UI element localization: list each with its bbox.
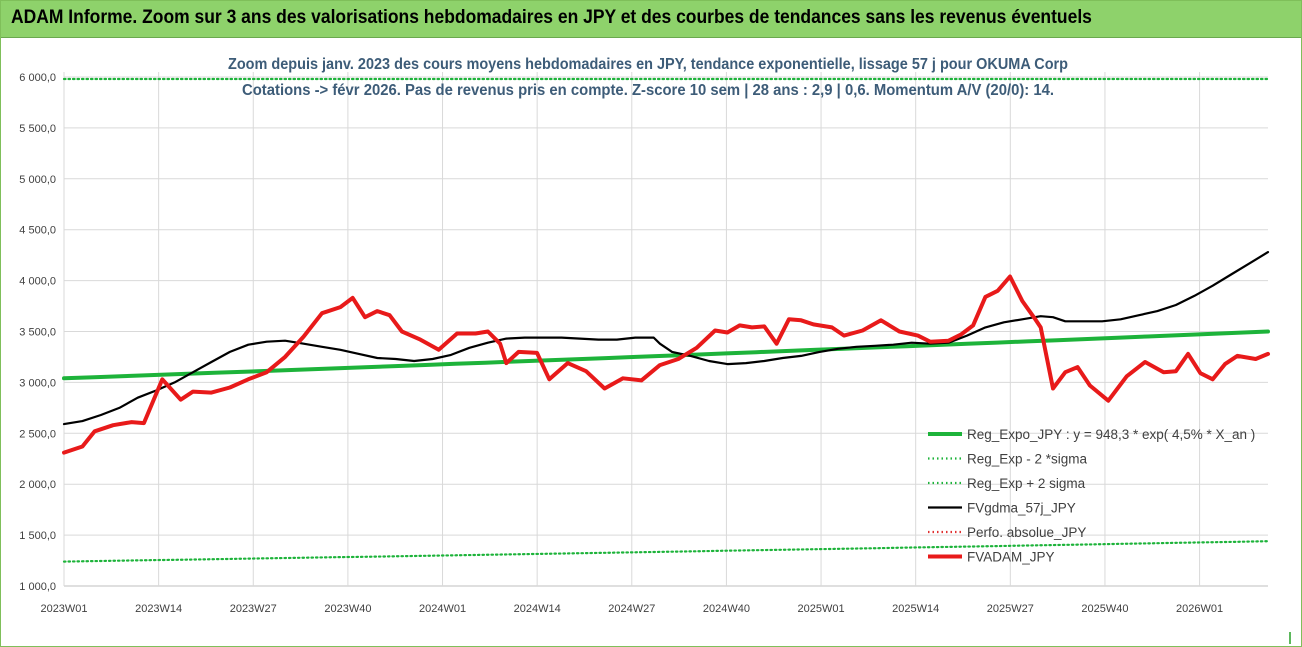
legend-label: FVADAM_JPY — [967, 550, 1055, 565]
x-tick-label: 2023W40 — [324, 603, 371, 615]
y-tick-label: 3 500,0 — [19, 327, 56, 339]
y-tick-label: 2 500,0 — [19, 428, 56, 440]
x-tick-label: 2024W01 — [419, 603, 466, 615]
y-tick-label: 1 500,0 — [19, 530, 56, 542]
y-tick-label: 5 500,0 — [19, 123, 56, 135]
legend-label: Perfo. absolue_JPY — [967, 525, 1086, 540]
y-tick-label: 6 000,0 — [19, 72, 56, 84]
legend-label: Reg_Exp + 2 sigma — [967, 476, 1086, 491]
series-line-3 — [62, 251, 1270, 426]
x-tick-label: 2025W01 — [797, 603, 844, 615]
x-tick-label: 2025W27 — [987, 603, 1034, 615]
x-axis: 2023W01 2023W14 2023W27 2023W40 2024W01 2024W… — [40, 603, 1223, 615]
x-tick-label: 2026W01 — [1176, 603, 1223, 615]
y-tick-label: 4 000,0 — [19, 276, 56, 288]
x-tick-label: 2023W01 — [40, 603, 87, 615]
x-tick-label: 2025W14 — [892, 603, 939, 615]
legend-label: Reg_Expo_JPY : y = 948,3 * exp( 4,5% * X… — [967, 427, 1255, 442]
y-axis: 1 000,0 1 500,0 2 000,0 2 500,0 3 000,0 3 500… — [19, 72, 56, 593]
chart-title-line2: Cotations -> févr 2026. Pas de revenus p… — [242, 82, 1054, 99]
x-tick-label: 2025W40 — [1081, 603, 1128, 615]
legend-label: FVgdma_57j_JPY — [967, 501, 1076, 516]
y-tick-label: 5 000,0 — [19, 174, 56, 186]
legend: Reg_Expo_JPY : y = 948,3 * exp( 4,5% * X… — [928, 427, 1255, 565]
series-line-1 — [62, 540, 1270, 563]
report-banner: ADAM Informe. Zoom sur 3 ans des valoris… — [1, 1, 1301, 38]
x-tick-label: 2024W27 — [608, 603, 655, 615]
report-title: ADAM Informe. Zoom sur 3 ans des valoris… — [11, 7, 1092, 28]
chart-title-line1: Zoom depuis janv. 2023 des cours moyens … — [228, 56, 1068, 73]
y-tick-label: 1 000,0 — [19, 581, 56, 593]
y-tick-label: 4 500,0 — [19, 225, 56, 237]
x-tick-label: 2024W40 — [703, 603, 750, 615]
legend-label: Reg_Exp - 2 *sigma — [967, 452, 1088, 467]
x-tick-label: 2023W27 — [230, 603, 277, 615]
corner-mark — [1289, 632, 1299, 644]
series-line-0 — [62, 329, 1270, 381]
x-tick-label: 2023W14 — [135, 603, 182, 615]
y-tick-label: 2 000,0 — [19, 479, 56, 491]
x-tick-label: 2024W14 — [514, 603, 561, 615]
line-chart: 1 000,0 1 500,0 2 000,0 2 500,0 3 000,0 3 500… — [19, 56, 1270, 615]
gridlines — [63, 72, 1268, 587]
y-tick-label: 3 000,0 — [19, 377, 56, 389]
series-lines — [62, 77, 1270, 563]
series-line-5 — [62, 274, 1270, 455]
